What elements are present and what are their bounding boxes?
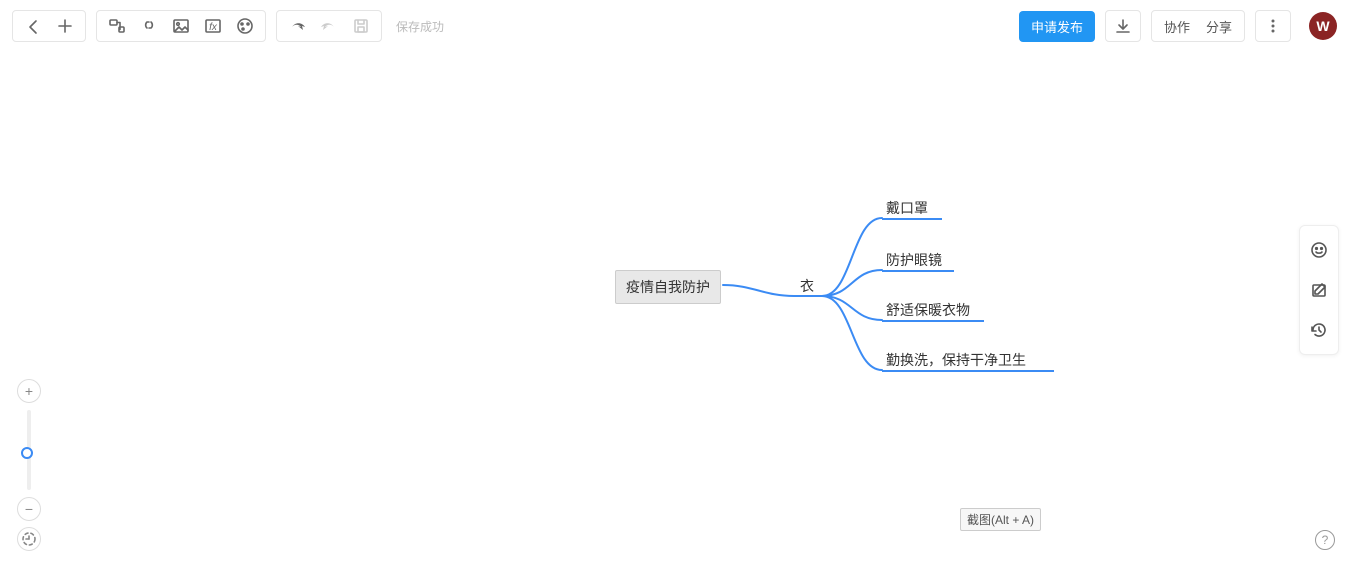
- zoom-thumb[interactable]: [21, 447, 33, 459]
- screenshot-tooltip: 截图(Alt + A): [960, 508, 1041, 531]
- more-group: [1255, 10, 1291, 42]
- svg-text:fx: fx: [209, 22, 218, 33]
- mindmap-edges: [0, 52, 1349, 562]
- zoom-fit-button[interactable]: [17, 527, 41, 551]
- new-button[interactable]: [49, 11, 81, 41]
- insert-group: fx: [96, 10, 266, 42]
- collab-button[interactable]: 协作: [1156, 11, 1198, 41]
- image-icon[interactable]: [165, 11, 197, 41]
- note-icon[interactable]: [1301, 270, 1337, 310]
- download-group: [1105, 10, 1141, 42]
- mindmap-leaf[interactable]: 防护眼镜: [886, 250, 942, 270]
- undo-button[interactable]: [281, 11, 313, 41]
- more-icon[interactable]: [1256, 11, 1290, 41]
- side-tools: [1299, 225, 1339, 355]
- leaf-underline: [882, 320, 984, 322]
- download-icon[interactable]: [1106, 11, 1140, 41]
- zoom-slider[interactable]: [27, 410, 31, 490]
- share-button[interactable]: 分享: [1198, 11, 1240, 41]
- mindmap-mid-node[interactable]: 衣: [800, 276, 814, 296]
- toolbar: fx 保存成功 申请发布 协作 分享 W: [0, 8, 1349, 44]
- mindmap-canvas[interactable]: 疫情自我防护 衣 戴口罩防护眼镜舒适保暖衣物勤换洗，保持干净卫生 截图(Alt …: [0, 52, 1349, 562]
- leaf-underline: [882, 270, 954, 272]
- nav-group: [12, 10, 86, 42]
- redo-button[interactable]: [313, 11, 345, 41]
- mindmap-leaf[interactable]: 勤换洗，保持干净卫生: [886, 350, 1026, 370]
- save-status: 保存成功: [396, 18, 444, 35]
- zoom-in-button[interactable]: +: [17, 379, 41, 403]
- emoji-icon[interactable]: [1301, 230, 1337, 270]
- back-button[interactable]: [17, 11, 49, 41]
- mindmap-leaf[interactable]: 舒适保暖衣物: [886, 300, 970, 320]
- zoom-out-button[interactable]: −: [17, 497, 41, 521]
- history-group: [276, 10, 382, 42]
- avatar[interactable]: W: [1309, 12, 1337, 40]
- leaf-underline: [882, 218, 942, 220]
- share-group: 协作 分享: [1151, 10, 1245, 42]
- link-icon[interactable]: [133, 11, 165, 41]
- mindmap-leaf[interactable]: 戴口罩: [886, 198, 928, 218]
- formula-icon[interactable]: fx: [197, 11, 229, 41]
- save-icon[interactable]: [345, 11, 377, 41]
- help-icon[interactable]: ?: [1315, 530, 1335, 550]
- history-icon[interactable]: [1301, 310, 1337, 350]
- node-style-icon[interactable]: [101, 11, 133, 41]
- mindmap-root-node[interactable]: 疫情自我防护: [615, 270, 721, 304]
- zoom-control: + −: [14, 376, 44, 554]
- leaf-underline: [882, 370, 1054, 372]
- publish-button[interactable]: 申请发布: [1019, 11, 1095, 42]
- theme-icon[interactable]: [229, 11, 261, 41]
